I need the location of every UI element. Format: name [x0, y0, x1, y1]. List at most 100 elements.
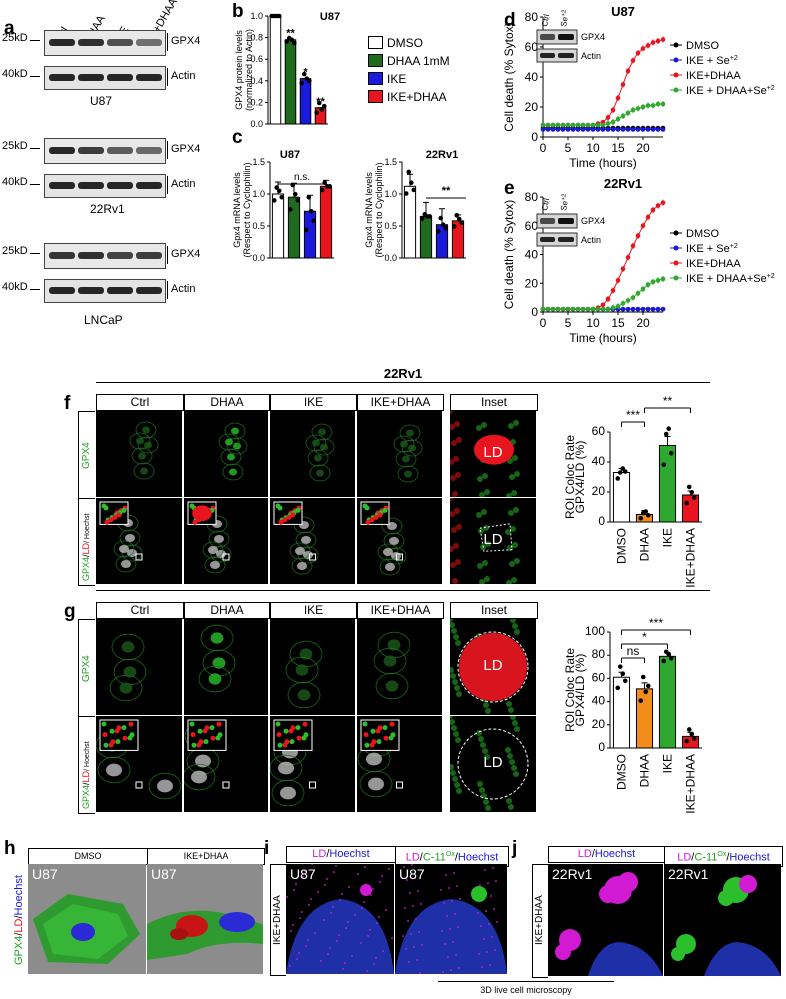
data-point — [640, 46, 646, 51]
cell-outline — [359, 770, 393, 798]
band — [558, 34, 574, 40]
inset-dot — [506, 798, 512, 804]
nucleus — [278, 761, 294, 775]
band-gpx4 — [49, 147, 75, 154]
legend-swatch — [368, 72, 383, 86]
lipid-droplet — [406, 879, 408, 881]
data-point — [638, 698, 644, 703]
inset-dot — [508, 804, 514, 810]
cell-outline — [202, 541, 224, 559]
inset-dot — [453, 731, 459, 737]
legend-marker — [673, 42, 679, 48]
data-point — [291, 40, 297, 46]
inset-band-label: GPX4 — [581, 32, 605, 42]
data-point — [661, 462, 667, 467]
y-tick-label: 1.5 — [384, 157, 397, 167]
lipid-droplet — [372, 888, 374, 890]
y-tick-label: 0.5 — [252, 221, 265, 231]
x-tick-label: 5 — [565, 316, 572, 330]
y-tick-label: 0 — [598, 740, 605, 754]
micrograph-svg — [187, 501, 232, 574]
lipid-droplet — [409, 892, 411, 894]
cell-outline — [385, 547, 407, 565]
band-gpx4 — [136, 39, 162, 46]
mw-tick — [30, 184, 40, 185]
cell-outline — [397, 465, 419, 483]
data-point — [650, 127, 656, 132]
data-point — [691, 736, 697, 742]
cell-outline — [289, 542, 311, 560]
data-point — [575, 122, 581, 128]
column-header: Ctrl — [96, 602, 184, 619]
c11-ox-signal — [471, 886, 487, 902]
inset-dot — [365, 519, 371, 525]
lipid-droplet — [376, 922, 378, 924]
lipid-droplet — [299, 917, 301, 919]
inset-ld-label: LD — [483, 657, 503, 674]
data-point — [645, 214, 651, 220]
cell-signal — [385, 680, 399, 692]
column-header: Ctrl — [96, 394, 184, 411]
column-header: Inset — [450, 602, 538, 619]
inset-dot — [476, 512, 482, 518]
inset-dot — [451, 628, 457, 634]
lipid-droplet — [329, 947, 331, 949]
inset-dot — [480, 742, 486, 748]
data-point — [668, 655, 674, 661]
blot-actin-U87 — [44, 66, 166, 90]
lipid-droplet — [477, 912, 479, 914]
bar-0 — [269, 15, 282, 125]
roi-marker — [135, 781, 143, 789]
cell-outline — [218, 433, 240, 451]
lipid-droplet — [351, 955, 353, 957]
data-point — [308, 208, 314, 214]
lipid-droplet — [445, 874, 447, 876]
lipid-droplet — [332, 906, 334, 908]
significance-mark: ** — [316, 96, 325, 108]
band-actin — [49, 74, 75, 81]
inset-dot — [450, 411, 453, 414]
lipid-droplet — [457, 926, 459, 928]
band-actin — [107, 182, 133, 189]
superscript: +2 — [561, 193, 568, 201]
inset-dot — [456, 691, 462, 697]
band-gpx4 — [78, 39, 104, 46]
data-point — [605, 115, 611, 120]
panel-i-side-label: IKE+DHAA — [270, 864, 286, 976]
data-point — [625, 298, 631, 303]
significance-label: *** — [626, 408, 640, 422]
panel-c-22rv1-bar-chart: 0.0 0.5 1.0 1.5 22Rv1 Gpx4 mRNA levels (Respec… — [364, 149, 466, 263]
column-header: DHAA — [184, 394, 270, 411]
data-point — [550, 306, 556, 312]
cell-outline — [131, 447, 153, 465]
inset-dot — [485, 708, 491, 714]
inset-dot — [506, 493, 512, 497]
data-point — [585, 306, 591, 312]
data-point — [615, 95, 621, 101]
nucleus — [280, 786, 296, 800]
row-label-text: GPX4/LD/ Hoechst — [81, 513, 91, 581]
inset-dot — [477, 563, 483, 569]
inset-dot — [376, 739, 382, 745]
data-point — [595, 127, 601, 132]
lipid-droplet — [451, 900, 453, 902]
lipid-droplet — [292, 924, 294, 926]
inset-dot — [513, 507, 519, 513]
data-point — [645, 43, 651, 48]
data-point — [635, 306, 641, 312]
data-point — [635, 233, 641, 239]
inset-dot — [514, 558, 520, 564]
mw-tick — [30, 148, 40, 149]
inset-ld-label: LD — [483, 444, 503, 461]
y-axis-label: Gpx4 mRNA levels — [364, 172, 374, 248]
lipid-droplet — [333, 871, 335, 873]
band-actin — [78, 287, 104, 294]
data-point — [550, 127, 556, 132]
inset-dot — [277, 505, 283, 511]
lipid-droplet — [314, 932, 316, 934]
inset-ld-label: LD — [483, 754, 503, 771]
micrograph-svg — [285, 640, 323, 709]
data-point — [615, 476, 621, 481]
legend-marker — [673, 275, 679, 281]
